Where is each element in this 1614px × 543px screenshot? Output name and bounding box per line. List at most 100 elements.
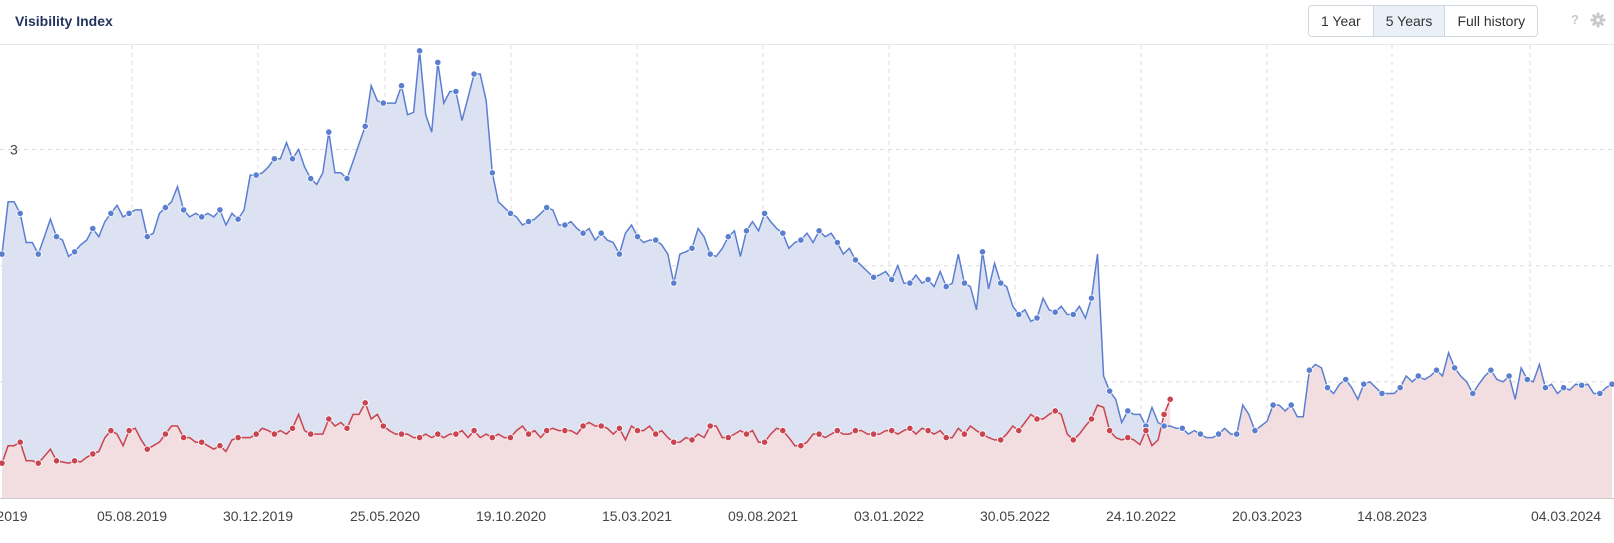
series-1-point [470,70,478,78]
series-2-point [143,445,151,453]
series-1-point [1069,310,1077,319]
range-5-years-button[interactable]: 5 Years [1373,6,1446,36]
series-1-point [1487,366,1495,374]
series-2-point [270,430,278,438]
series-1-point [724,233,732,241]
series-2-point [506,433,514,442]
series-1-point [1233,430,1241,438]
series-2-point [161,430,169,438]
series-1-point [615,250,624,258]
visibility-index-chart: 123201905.08.201930.12.201925.05.202019.… [0,45,1614,524]
series-1-point [198,213,206,221]
series-2-point [1160,410,1168,418]
series-1-point [1414,372,1422,380]
series-2-point [543,426,551,435]
series-1-point [216,206,224,214]
series-1-point [234,215,242,223]
series-2-point [107,426,115,435]
x-tick-label-8: 30.05.2022 [980,508,1050,524]
series-2-point [89,450,97,458]
gear-icon[interactable] [1590,12,1606,28]
series-1-point [1451,364,1459,372]
series-1-point [960,279,969,287]
series-1-point [797,236,805,244]
series-2-point [1069,436,1077,444]
series-2-point [652,430,660,438]
x-tick-label-10: 20.03.2023 [1232,508,1302,524]
series-1-point [1578,381,1586,389]
chart-title: Visibility Index [15,13,113,29]
x-tick-label-2: 30.12.2019 [223,508,293,524]
series-1-point [851,256,860,264]
series-1-area [2,50,1612,499]
series-2-point [779,426,787,435]
x-tick-label-11: 14.08.2023 [1357,508,1427,524]
series-1-point [343,175,351,183]
series-1-point [1015,310,1023,319]
series-1-point [288,155,297,163]
series-1-point [1541,384,1550,392]
series-2-point [942,433,950,442]
series-1-point [760,209,769,217]
range-1-year-button[interactable]: 1 Year [1309,6,1374,36]
series-2-point [924,426,932,435]
series-1-point [415,47,424,55]
series-2-point [1124,433,1132,442]
chart-header: Visibility Index 1 Year 5 Years Full his… [0,0,1614,44]
series-1-point [706,250,714,258]
series-1-point [888,276,896,284]
series-1-point [1560,384,1568,392]
series-2-point [888,426,896,435]
series-2-point [688,436,696,444]
series-1-point [1596,389,1604,398]
series-2-point [561,426,569,435]
series-1-point [815,227,823,235]
series-1-point [379,99,387,107]
series-2-point [833,426,841,435]
series-1-point [1051,308,1059,316]
help-icon[interactable]: ? [1571,12,1579,27]
series-2-point [906,424,914,432]
series-1-point [125,209,133,217]
series-2-point [1087,415,1096,423]
x-tick-label-7: 03.01.2022 [854,508,924,524]
series-1-point [307,175,315,183]
series-2-point [1015,426,1023,435]
series-2-point [16,438,24,446]
series-1-point [742,227,751,235]
series-2-point [960,430,969,438]
series-1-point [1160,422,1168,430]
x-tick-label-12: 04.03.2024 [1531,508,1601,524]
series-1-point [906,279,914,287]
series-1-point [1087,294,1096,302]
series-2-point [869,430,878,438]
series-2-point [125,426,133,435]
series-2-point [343,424,351,432]
series-2-point [524,430,533,438]
series-1-point [1432,366,1441,374]
series-2-point [397,430,406,438]
series-1-point [543,204,551,212]
series-1-point [71,248,79,256]
series-1-point [524,218,533,226]
series-1-point [942,283,950,291]
x-tick-label-4: 19.10.2020 [476,508,546,524]
series-2-point [815,430,823,438]
series-2-point [307,430,315,438]
series-1-point [1196,430,1205,438]
series-1-point [488,169,496,177]
series-2-point [579,422,587,430]
series-2-point [434,430,442,438]
series-1-point [633,233,642,241]
series-2-point [670,438,678,446]
series-2-point [1142,426,1150,435]
series-2-point [198,438,206,446]
series-1-point [180,206,188,214]
series-1-point [270,155,278,163]
series-1-point [34,250,42,258]
series-1-point [779,229,787,237]
range-button-group: 1 Year 5 Years Full history [1308,5,1539,37]
series-1-point [597,229,605,237]
series-2-point [978,430,987,438]
range-full-history-button[interactable]: Full history [1445,6,1538,36]
